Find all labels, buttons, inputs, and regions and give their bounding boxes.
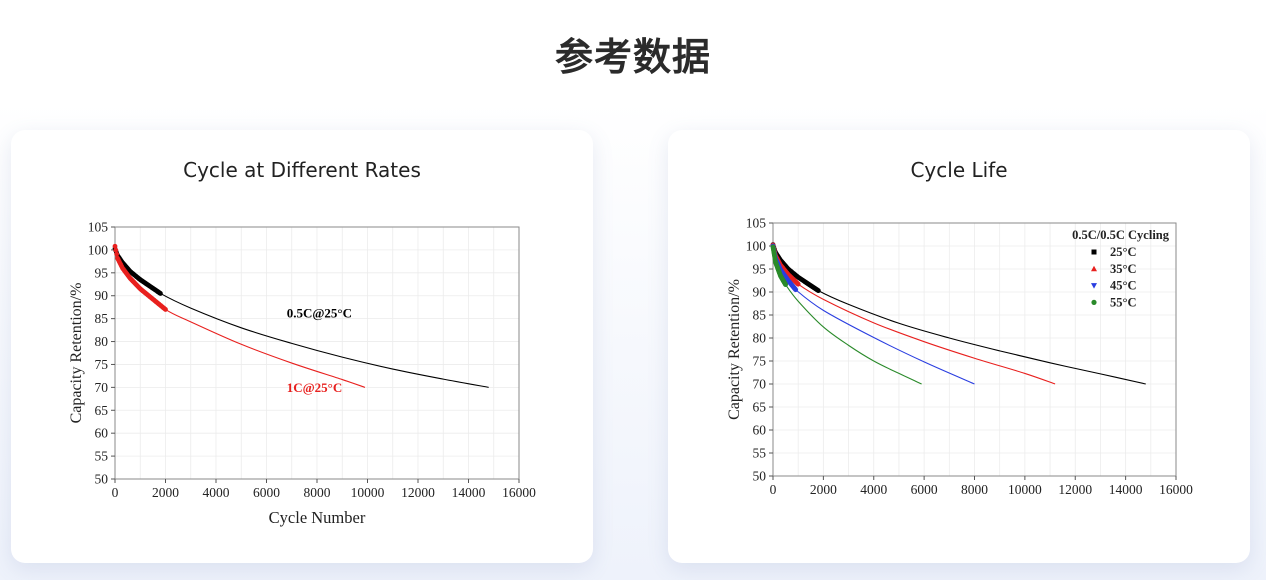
y-tick-label: 80: [753, 331, 767, 346]
data-point: [112, 243, 118, 249]
x-tick-label: 12000: [1058, 482, 1092, 497]
y-tick-label: 75: [95, 357, 109, 372]
data-point: [783, 282, 788, 288]
y-tick-label: 85: [95, 311, 109, 326]
x-tick-label: 14000: [452, 485, 486, 500]
data-point: [793, 287, 799, 293]
legend-label: 25°C: [1110, 245, 1137, 259]
y-tick-label: 55: [753, 446, 767, 461]
x-tick-label: 4000: [860, 482, 887, 497]
chart-title: Cycle at Different Rates: [183, 158, 421, 182]
x-tick-label: 10000: [1008, 482, 1042, 497]
legend-label: 55°C: [1110, 295, 1137, 309]
x-tick-label: 2000: [152, 485, 179, 500]
y-tick-label: 70: [95, 380, 109, 395]
y-tick-label: 60: [95, 426, 109, 441]
y-tick-label: 105: [88, 220, 109, 235]
data-point: [163, 307, 168, 312]
y-tick-label: 70: [753, 377, 767, 392]
y-tick-label: 105: [746, 216, 767, 231]
y-tick-label: 80: [95, 334, 109, 349]
y-tick-label: 90: [95, 288, 109, 303]
y-tick-label: 100: [88, 242, 109, 257]
legend-title: 0.5C/0.5C Cycling: [1072, 228, 1170, 242]
x-tick-label: 2000: [810, 482, 837, 497]
y-tick-label: 60: [753, 423, 767, 438]
y-axis-label: Capacity Retention/%: [68, 283, 85, 424]
legend-marker: [1091, 283, 1097, 289]
x-tick-label: 6000: [911, 482, 938, 497]
y-tick-label: 95: [95, 265, 109, 280]
x-axis-label: Cycle Number: [269, 508, 366, 527]
series-annotation: 1C@25°C: [287, 380, 343, 395]
y-tick-label: 100: [746, 239, 767, 254]
chart-title: Cycle Life: [910, 158, 1008, 182]
series-annotation: 0.5C@25°C: [287, 306, 352, 321]
x-tick-label: 6000: [253, 485, 280, 500]
y-tick-label: 65: [753, 400, 767, 415]
data-point: [113, 247, 119, 253]
y-tick-label: 90: [753, 285, 767, 300]
x-tick-label: 8000: [961, 482, 988, 497]
legend-marker: [1091, 265, 1097, 272]
legend-label: 45°C: [1110, 279, 1137, 293]
x-tick-label: 16000: [502, 485, 536, 500]
data-point: [158, 291, 163, 296]
x-tick-label: 14000: [1109, 482, 1143, 497]
x-tick-label: 16000: [1159, 482, 1193, 497]
x-tick-label: 8000: [304, 485, 331, 500]
y-tick-label: 65: [95, 403, 109, 418]
chart-card-rates: Cycle at Different Rates 50 55 60 65 70 75 80 8…: [11, 130, 593, 563]
x-tick-label: 12000: [401, 485, 435, 500]
data-point: [815, 288, 821, 294]
page-title: 参考数据: [554, 35, 711, 79]
data-point: [795, 281, 801, 287]
y-tick-label: 55: [95, 449, 109, 464]
legend-marker: [1091, 249, 1097, 255]
chart-card-cycle-life: Cycle Life 50 55 60 65 70 75 80 85 90 95 100 105 0 20…: [668, 130, 1250, 563]
data-point: [114, 251, 120, 257]
legend-marker: [1091, 299, 1097, 305]
y-tick-label: 95: [753, 262, 767, 277]
x-tick-label: 0: [770, 482, 777, 497]
x-tick-label: 0: [112, 485, 119, 500]
y-tick-label: 50: [753, 469, 767, 484]
y-tick-label: 75: [753, 354, 767, 369]
y-tick-label: 85: [753, 308, 767, 323]
x-tick-label: 10000: [351, 485, 385, 500]
y-axis-label: Capacity Retention/%: [726, 279, 743, 420]
x-tick-label: 4000: [203, 485, 230, 500]
y-tick-label: 50: [95, 472, 109, 487]
legend-label: 35°C: [1110, 262, 1137, 276]
